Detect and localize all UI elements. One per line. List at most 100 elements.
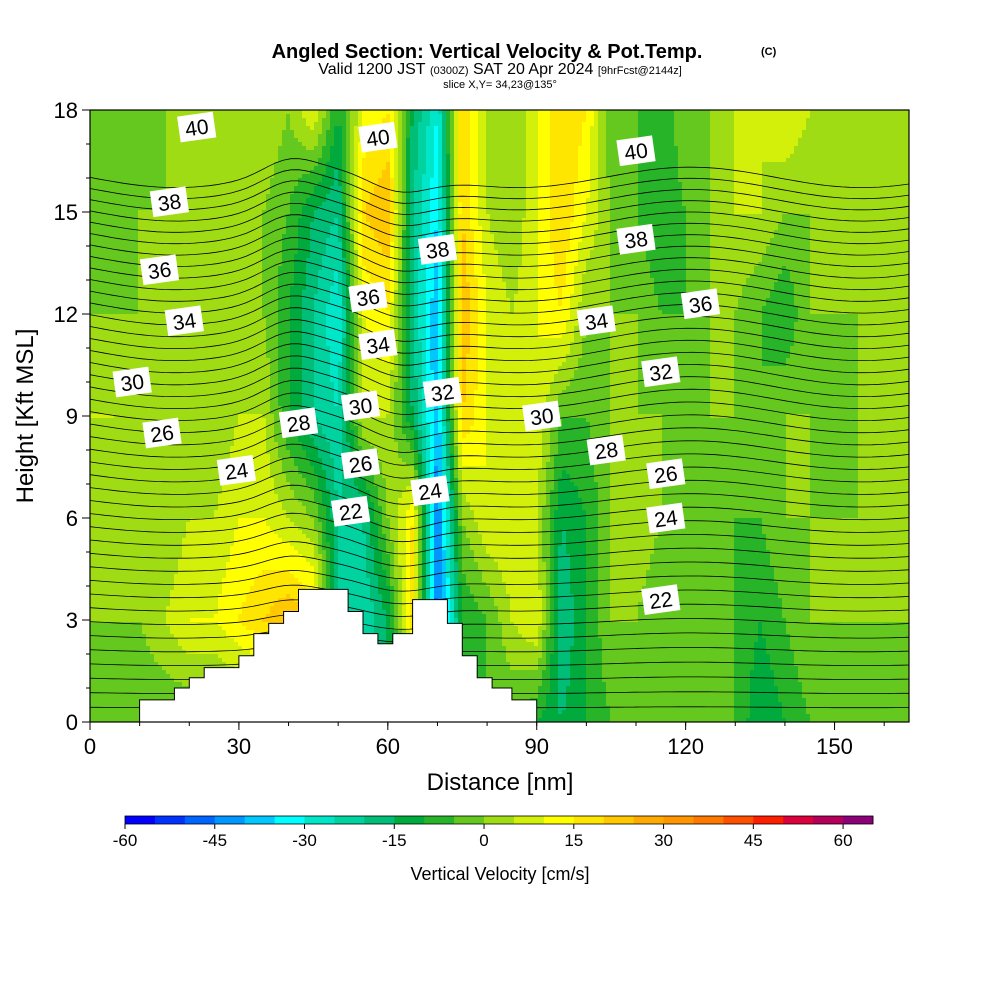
velocity-cell xyxy=(218,154,223,159)
velocity-cell xyxy=(306,186,311,191)
velocity-cell xyxy=(122,202,127,207)
velocity-cell xyxy=(114,138,119,143)
velocity-cell xyxy=(738,194,743,199)
velocity-cell xyxy=(358,202,363,207)
velocity-cell xyxy=(534,198,539,203)
velocity-cell xyxy=(126,174,131,179)
velocity-cell xyxy=(778,122,783,127)
velocity-cell xyxy=(606,126,611,131)
velocity-cell xyxy=(438,110,443,115)
velocity-cell xyxy=(794,174,799,179)
velocity-cell xyxy=(130,178,135,183)
velocity-cell xyxy=(602,150,607,155)
velocity-cell xyxy=(470,190,475,195)
velocity-cell xyxy=(578,178,583,183)
velocity-cell xyxy=(754,118,759,123)
velocity-cell xyxy=(238,206,243,211)
velocity-cell xyxy=(142,138,147,143)
velocity-cell xyxy=(278,150,283,155)
velocity-cell xyxy=(818,186,823,191)
velocity-cell xyxy=(178,166,183,171)
velocity-cell xyxy=(674,166,679,171)
velocity-cell xyxy=(670,158,675,163)
velocity-cell xyxy=(458,166,463,171)
velocity-cell xyxy=(650,122,655,127)
velocity-cell xyxy=(742,182,747,187)
velocity-cell xyxy=(478,154,483,159)
velocity-cell xyxy=(610,138,615,143)
velocity-cell xyxy=(622,122,627,127)
velocity-cell xyxy=(522,130,527,135)
velocity-cell xyxy=(650,118,655,123)
velocity-cell xyxy=(302,170,307,175)
velocity-cell xyxy=(490,110,495,115)
velocity-cell xyxy=(162,118,167,123)
velocity-cell xyxy=(514,110,519,115)
velocity-cell xyxy=(474,182,479,187)
velocity-cell xyxy=(242,118,247,123)
velocity-cell xyxy=(798,118,803,123)
velocity-cell xyxy=(870,118,875,123)
velocity-cell xyxy=(510,162,515,167)
velocity-cell xyxy=(322,138,327,143)
velocity-cell xyxy=(558,202,563,207)
velocity-cell xyxy=(714,126,719,131)
velocity-cell xyxy=(522,114,527,119)
velocity-cell xyxy=(494,114,499,119)
velocity-cell xyxy=(866,182,871,187)
velocity-cell xyxy=(518,114,523,119)
velocity-cell xyxy=(162,170,167,175)
velocity-cell xyxy=(666,202,671,207)
velocity-cell xyxy=(654,146,659,151)
velocity-cell xyxy=(670,134,675,139)
velocity-cell xyxy=(254,158,259,163)
velocity-cell xyxy=(846,150,851,155)
velocity-cell xyxy=(658,202,663,207)
velocity-cell xyxy=(738,122,743,127)
velocity-cell xyxy=(118,198,123,203)
velocity-cell xyxy=(846,130,851,135)
velocity-cell xyxy=(170,186,175,191)
velocity-cell xyxy=(854,122,859,127)
velocity-cell xyxy=(714,138,719,143)
velocity-cell xyxy=(506,166,511,171)
velocity-cell xyxy=(290,182,295,187)
velocity-cell xyxy=(830,162,835,167)
velocity-cell xyxy=(626,122,631,127)
velocity-cell xyxy=(622,118,627,123)
velocity-cell xyxy=(166,162,171,167)
velocity-cell xyxy=(398,110,403,115)
velocity-cell xyxy=(718,166,723,171)
velocity-cell xyxy=(470,110,475,115)
velocity-cell xyxy=(866,202,871,207)
velocity-cell xyxy=(98,142,103,147)
velocity-cell xyxy=(750,202,755,207)
velocity-cell xyxy=(658,150,663,155)
velocity-cell xyxy=(574,186,579,191)
velocity-cell xyxy=(714,114,719,119)
velocity-cell xyxy=(154,186,159,191)
velocity-cell xyxy=(858,126,863,131)
velocity-cell xyxy=(694,122,699,127)
velocity-cell xyxy=(234,122,239,127)
velocity-cell xyxy=(446,158,451,163)
velocity-cell xyxy=(410,194,415,199)
velocity-cell xyxy=(542,114,547,119)
velocity-cell xyxy=(682,138,687,143)
velocity-cell xyxy=(674,138,679,143)
velocity-cell xyxy=(522,170,527,175)
velocity-cell xyxy=(526,202,531,207)
velocity-cell xyxy=(574,190,579,195)
velocity-cell xyxy=(398,190,403,195)
velocity-cell xyxy=(190,206,195,211)
velocity-cell xyxy=(266,158,271,163)
velocity-cell xyxy=(370,166,375,171)
velocity-cell xyxy=(606,118,611,123)
velocity-cell xyxy=(530,178,535,183)
velocity-cell xyxy=(602,126,607,131)
velocity-cell xyxy=(826,162,831,167)
velocity-cell xyxy=(270,158,275,163)
velocity-cell xyxy=(850,162,855,167)
velocity-cell xyxy=(338,186,343,191)
velocity-cell xyxy=(498,134,503,139)
